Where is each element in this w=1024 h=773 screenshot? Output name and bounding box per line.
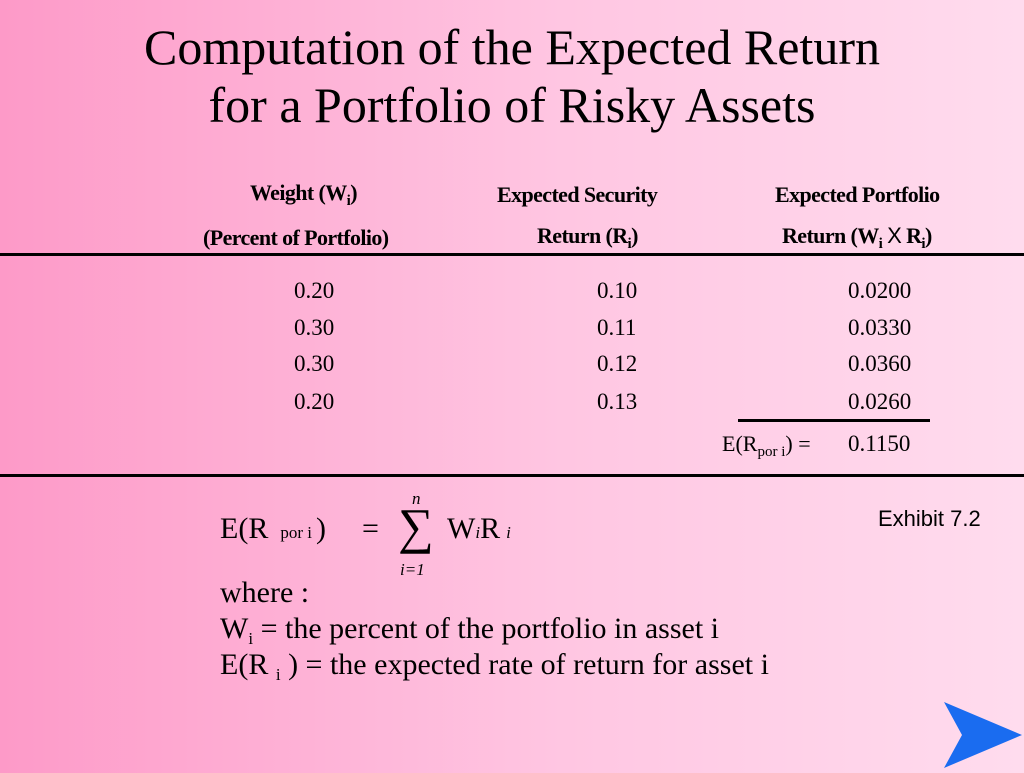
security-return-cell: 0.11 — [597, 315, 637, 340]
total-label: E(Rpor i) = — [722, 431, 811, 460]
table-bottom-rule — [0, 474, 1024, 477]
definition-weight: Wi = the percent of the portfolio in ass… — [220, 612, 720, 648]
total-value: 0.1150 — [848, 431, 911, 456]
sigma-lower-limit: i=1 — [400, 560, 425, 579]
weight-cell: 0.30 — [294, 351, 335, 376]
sigma-symbol: ∑ — [398, 498, 434, 554]
header-weight-line-2: (Percent of Portfolio) — [203, 225, 389, 250]
formula-lhs: E(R por i) — [220, 512, 326, 545]
security-return-cell: 0.10 — [597, 278, 638, 303]
formula-equals: = — [362, 512, 379, 545]
portfolio-return-cell: 0.0200 — [848, 278, 912, 303]
weight-cell: 0.20 — [294, 389, 335, 414]
formula-rhs: WiR i — [447, 512, 511, 545]
definition-return: E(R i ) = the expected rate of return fo… — [220, 648, 769, 684]
security-return-cell: 0.13 — [597, 389, 638, 414]
portfolio-return-cell: 0.0330 — [848, 315, 912, 340]
portfolio-return-cell: 0.0260 — [848, 389, 912, 414]
header-security-line-1: Expected Security — [497, 182, 658, 207]
weight-cell: 0.30 — [294, 315, 335, 340]
exhibit-label: Exhibit 7.2 — [878, 506, 981, 531]
formula-where: where : — [220, 576, 310, 609]
slide-title: Computation of the Expected Return for a… — [0, 18, 1024, 134]
security-return-cell: 0.12 — [597, 351, 638, 376]
header-portfolio-line-1: Expected Portfolio — [775, 182, 940, 207]
portfolio-return-cell: 0.0360 — [848, 351, 912, 376]
title-line-1: Computation of the Expected Return — [144, 19, 880, 75]
header-portfolio-line-2: Return (Wi X Ri) — [782, 223, 932, 252]
arrow-right-icon[interactable] — [944, 702, 1024, 768]
header-weight-line-1: Weight (Wi) — [250, 180, 358, 209]
header-security-line-2: Return (Ri) — [537, 223, 638, 252]
weight-cell: 0.20 — [294, 278, 335, 303]
header-rule — [0, 253, 1024, 256]
title-line-2: for a Portfolio of Risky Assets — [208, 77, 816, 133]
sigma-upper-limit: n — [412, 489, 421, 508]
sum-rule — [738, 419, 930, 422]
